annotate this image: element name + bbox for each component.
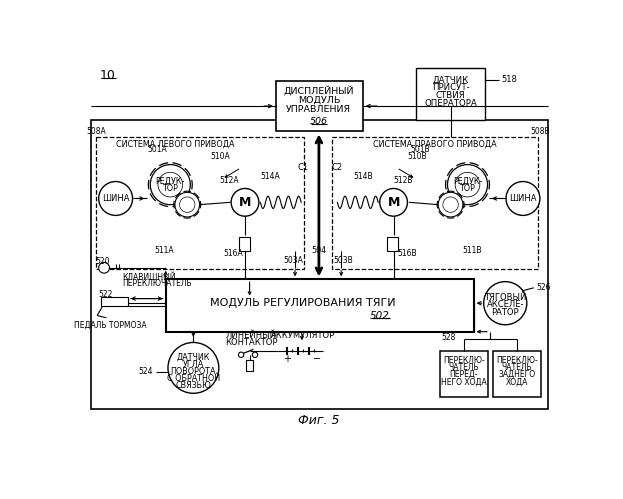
Bar bbox=[276, 81, 363, 132]
Text: Фиг. 5: Фиг. 5 bbox=[298, 414, 340, 427]
Text: СВЯЗЬЮ: СВЯЗЬЮ bbox=[176, 381, 211, 390]
Text: 522: 522 bbox=[98, 290, 113, 299]
Text: ПЕРЕКЛЮ-: ПЕРЕКЛЮ- bbox=[443, 356, 485, 365]
Circle shape bbox=[168, 342, 219, 393]
Text: МОДУЛЬ РЕГУЛИРОВАНИЯ ТЯГИ: МОДУЛЬ РЕГУЛИРОВАНИЯ ТЯГИ bbox=[210, 298, 396, 308]
Circle shape bbox=[506, 182, 540, 216]
Text: 514В: 514В bbox=[353, 173, 373, 182]
Text: ШИНА: ШИНА bbox=[509, 194, 536, 203]
Text: 511В: 511В bbox=[462, 247, 482, 255]
Text: АККУМУЛЯТОР: АККУМУЛЯТОР bbox=[270, 331, 335, 340]
Text: 501А: 501А bbox=[147, 146, 167, 155]
Text: 10: 10 bbox=[100, 69, 116, 82]
Text: РЕДУК-: РЕДУК- bbox=[156, 176, 185, 185]
Text: НЕГО ХОДА: НЕГО ХОДА bbox=[441, 377, 487, 386]
Text: 501В: 501В bbox=[411, 146, 430, 155]
Text: ПЕДАЛЬ ТОРМОЗА: ПЕДАЛЬ ТОРМОЗА bbox=[74, 321, 146, 330]
Bar bbox=[493, 351, 541, 397]
Text: 510В: 510В bbox=[407, 152, 427, 161]
Circle shape bbox=[438, 192, 463, 217]
Circle shape bbox=[455, 172, 480, 197]
Circle shape bbox=[179, 197, 195, 213]
Text: 512А: 512А bbox=[220, 176, 239, 185]
Text: ТОР: ТОР bbox=[460, 184, 475, 193]
Text: C1: C1 bbox=[297, 163, 308, 172]
Bar bbox=[239, 237, 250, 251]
Text: 510А: 510А bbox=[211, 152, 231, 161]
Text: ПОВОРОТА: ПОВОРОТА bbox=[171, 367, 216, 376]
Circle shape bbox=[98, 182, 133, 216]
Text: КЛАВИШНЫЙ: КЛАВИШНЫЙ bbox=[121, 273, 176, 282]
Circle shape bbox=[231, 189, 259, 216]
Text: РЕДУК-: РЕДУК- bbox=[453, 176, 482, 185]
Text: ХОДА: ХОДА bbox=[506, 377, 528, 386]
Text: M: M bbox=[239, 196, 251, 209]
Text: 528: 528 bbox=[441, 332, 455, 342]
Text: 524: 524 bbox=[138, 367, 153, 376]
Text: 502: 502 bbox=[370, 310, 389, 320]
Text: С ОБРАТНОЙ: С ОБРАТНОЙ bbox=[167, 374, 220, 383]
Text: АКСЕЛЕ-: АКСЕЛЕ- bbox=[487, 300, 524, 309]
Circle shape bbox=[158, 172, 183, 197]
Circle shape bbox=[175, 192, 199, 217]
Text: 512В: 512В bbox=[393, 176, 412, 185]
Text: ЛИНЕЙНЫЙ: ЛИНЕЙНЫЙ bbox=[226, 331, 277, 340]
Text: ШИНА: ШИНА bbox=[102, 194, 130, 203]
Bar bbox=[440, 351, 488, 397]
Text: M: M bbox=[388, 196, 400, 209]
Bar bbox=[416, 67, 485, 120]
Text: ЧАТЕЛЬ: ЧАТЕЛЬ bbox=[449, 363, 479, 372]
Text: СИСТЕМА ЛЕВОГО ПРИВОДА: СИСТЕМА ЛЕВОГО ПРИВОДА bbox=[117, 139, 235, 148]
Circle shape bbox=[150, 165, 190, 205]
Text: 518: 518 bbox=[502, 75, 517, 84]
Text: УПРАВЛЕНИЯ: УПРАВЛЕНИЯ bbox=[287, 105, 351, 114]
Text: C2: C2 bbox=[332, 163, 343, 172]
Text: 516А: 516А bbox=[224, 250, 244, 258]
Text: МОДУЛЬ: МОДУЛЬ bbox=[298, 95, 340, 104]
Bar bbox=[388, 237, 398, 251]
Bar bbox=[166, 279, 473, 332]
Circle shape bbox=[443, 197, 459, 213]
Circle shape bbox=[447, 165, 488, 205]
Text: ОПЕРАТОРА: ОПЕРАТОРА bbox=[424, 99, 477, 108]
Text: ПЕРЕКЛЮ-: ПЕРЕКЛЮ- bbox=[496, 356, 538, 365]
Text: ТОР: ТОР bbox=[163, 184, 178, 193]
Text: ПЕРЕКЛЮЧАТЕЛЬ: ПЕРЕКЛЮЧАТЕЛЬ bbox=[121, 279, 191, 288]
Text: −: − bbox=[313, 354, 321, 364]
Text: РАТОР: РАТОР bbox=[492, 308, 519, 317]
Text: ПЕРЕД-: ПЕРЕД- bbox=[449, 370, 478, 379]
Text: ДАТЧИК: ДАТЧИК bbox=[177, 353, 210, 362]
Text: 508В: 508В bbox=[530, 127, 549, 136]
Text: ДИСПЛЕЙНЫЙ: ДИСПЛЕЙНЫЙ bbox=[283, 86, 354, 96]
Text: 511А: 511А bbox=[155, 247, 174, 255]
Text: 506: 506 bbox=[310, 117, 328, 126]
Bar bbox=[101, 297, 128, 306]
Text: ЗАДНЕГО: ЗАДНЕГО bbox=[498, 370, 535, 379]
Text: 516В: 516В bbox=[397, 250, 417, 258]
Text: ЧАТЕЛЬ: ЧАТЕЛЬ bbox=[502, 363, 532, 372]
Circle shape bbox=[483, 281, 527, 325]
Bar bbox=[97, 137, 304, 269]
Text: ТЯГОВЫЙ: ТЯГОВЫЙ bbox=[484, 292, 526, 301]
Text: ДАТЧИК: ДАТЧИК bbox=[432, 75, 468, 84]
Text: УГЛА: УГЛА bbox=[183, 360, 204, 369]
Text: ПРИСУТ-: ПРИСУТ- bbox=[432, 83, 470, 92]
Text: +: + bbox=[283, 354, 292, 364]
Bar bbox=[332, 137, 538, 269]
Text: 503В: 503В bbox=[333, 255, 353, 264]
Text: СИСТЕМА ПРАВОГО ПРИВОДА: СИСТЕМА ПРАВОГО ПРИВОДА bbox=[373, 139, 497, 148]
Text: 503А: 503А bbox=[283, 255, 303, 264]
Circle shape bbox=[98, 262, 110, 273]
Text: 504: 504 bbox=[312, 247, 326, 255]
Bar bbox=[91, 120, 548, 409]
Text: 520: 520 bbox=[95, 257, 110, 266]
Text: СТВИЯ: СТВИЯ bbox=[435, 91, 465, 100]
Text: 526: 526 bbox=[536, 283, 551, 292]
Text: 508А: 508А bbox=[87, 127, 107, 136]
Text: КОНТАКТОР: КОНТАКТОР bbox=[225, 338, 277, 347]
Text: 514А: 514А bbox=[260, 173, 280, 182]
Bar bbox=[245, 360, 254, 371]
Circle shape bbox=[380, 189, 407, 216]
